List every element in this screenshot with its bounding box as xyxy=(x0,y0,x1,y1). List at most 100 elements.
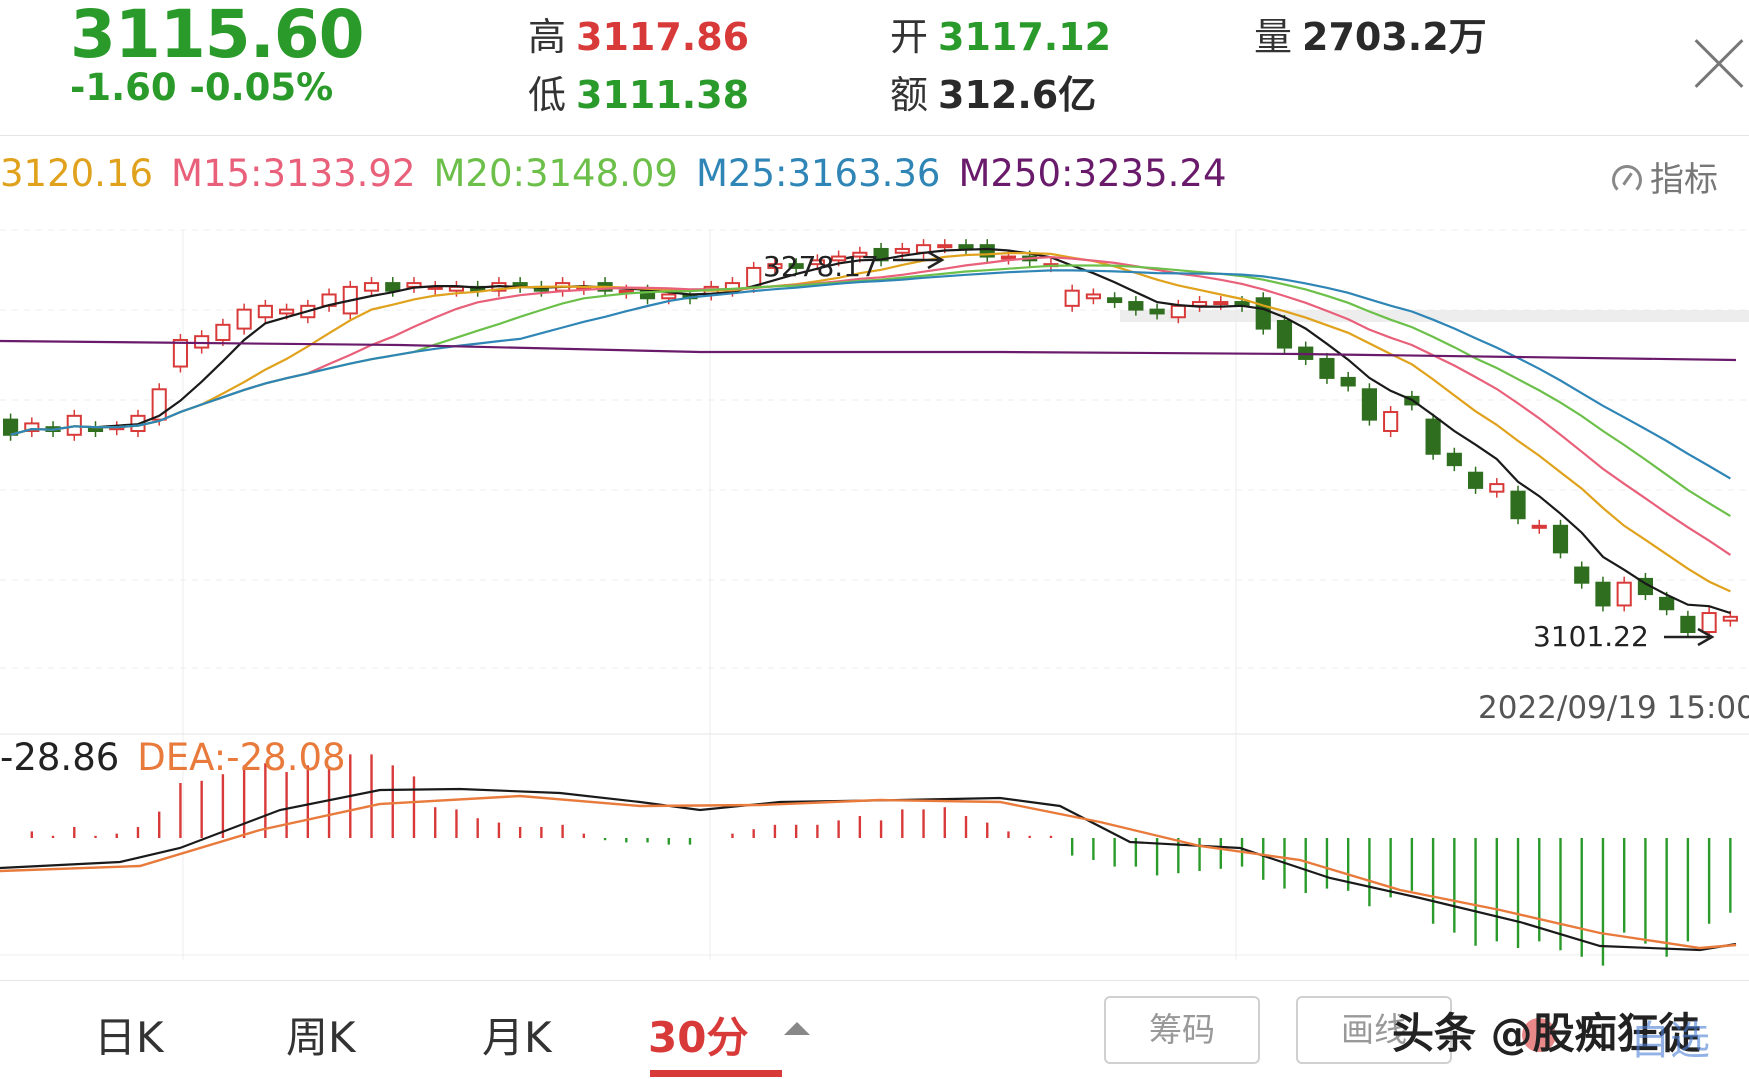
tab-weekly[interactable]: 周K xyxy=(286,1013,356,1062)
arrow-right-icon xyxy=(1664,627,1715,647)
m20-value: M20:3148.09 xyxy=(433,152,678,195)
candle xyxy=(1340,376,1356,387)
candle xyxy=(151,388,167,421)
candle xyxy=(1128,301,1144,311)
divider xyxy=(0,980,1749,981)
candle xyxy=(1510,490,1526,520)
low-value: 3111.38 xyxy=(576,73,750,117)
candlesticks xyxy=(3,239,1738,638)
ma10-value: 3120.16 xyxy=(0,152,154,195)
watermark-dot xyxy=(1522,1018,1556,1052)
high-value: 3117.86 xyxy=(576,15,750,59)
candle xyxy=(852,251,868,258)
amount-stat: 额 312.6亿 xyxy=(890,64,1096,119)
volume-value: 2703.2万 xyxy=(1302,15,1487,59)
candle xyxy=(1531,524,1547,529)
candle xyxy=(767,263,783,269)
chips-button[interactable]: 筹码 xyxy=(1104,996,1260,1064)
macd-legend: -28.86 DEA:-28.08 xyxy=(0,736,346,779)
candle xyxy=(1064,289,1080,307)
tab-monthly[interactable]: 月K xyxy=(482,1013,552,1062)
candle xyxy=(1170,304,1186,319)
candle xyxy=(1552,524,1569,554)
low-mark-label: 3101.22 xyxy=(1533,620,1649,653)
candle xyxy=(385,282,401,292)
candle xyxy=(1595,581,1611,607)
candle xyxy=(1213,301,1229,306)
tab-30min[interactable]: 30分 xyxy=(648,1013,749,1062)
candle xyxy=(3,418,19,436)
candle xyxy=(1574,566,1590,584)
candle xyxy=(894,247,910,254)
draw-line-button[interactable]: 画线 xyxy=(1296,996,1452,1064)
open-value: 3117.12 xyxy=(938,15,1112,59)
candle xyxy=(1000,255,1017,260)
divider xyxy=(0,135,1749,136)
dif-value: -28.86 xyxy=(0,736,120,779)
candle xyxy=(1383,411,1399,433)
high-mark-label: 3278.17 xyxy=(763,250,879,283)
open-label: 开 xyxy=(890,15,929,59)
price-change: -1.60 -0.05% xyxy=(70,66,334,109)
candle xyxy=(958,244,974,250)
m25-value: M25:3163.36 xyxy=(695,152,941,195)
candle xyxy=(937,244,953,249)
candle xyxy=(1446,452,1462,467)
candle xyxy=(1319,357,1335,379)
m250-line xyxy=(0,339,1737,362)
candle xyxy=(1276,320,1293,349)
high-label: 高 xyxy=(528,15,567,59)
m15-line xyxy=(10,255,1732,556)
open-stat: 开 3117.12 xyxy=(890,6,1111,61)
active-tab-indicator xyxy=(650,1070,782,1077)
ma10-line xyxy=(10,252,1731,593)
volume-label: 量 xyxy=(1254,15,1293,59)
candle xyxy=(831,255,847,262)
candle xyxy=(661,293,677,300)
candle xyxy=(236,308,252,330)
indicator-button[interactable]: 指标 xyxy=(1612,152,1718,201)
candle xyxy=(1467,471,1484,489)
candle xyxy=(215,323,231,341)
dea-line xyxy=(0,794,1737,950)
candle xyxy=(1680,615,1696,634)
candle xyxy=(1616,581,1632,607)
candle xyxy=(979,244,995,258)
candle xyxy=(1255,297,1271,330)
indicator-label: 指标 xyxy=(1650,160,1718,200)
candle xyxy=(809,259,825,266)
current-price: 3115.60 xyxy=(70,0,365,73)
low-stat: 低 3111.38 xyxy=(528,64,749,119)
macd-panel xyxy=(0,754,1737,966)
ma-legend: 3120.16 M15:3133.92 M20:3148.09 M25:3163.36… xyxy=(0,152,1244,195)
candle xyxy=(257,304,273,319)
dropdown-triangle-icon[interactable] xyxy=(784,1022,810,1035)
candle xyxy=(363,282,380,292)
tab-daily[interactable]: 日K xyxy=(94,1013,164,1062)
price-band xyxy=(1120,310,1749,322)
low-label: 低 xyxy=(528,73,567,117)
candle xyxy=(172,338,189,368)
m250-value: M250:3235.24 xyxy=(958,152,1227,195)
candle xyxy=(1361,388,1377,421)
volume-stat: 量 2703.2万 xyxy=(1254,6,1487,61)
chart-grid xyxy=(0,229,1749,960)
watchlist-button[interactable]: 自选 xyxy=(1630,1018,1710,1064)
candle xyxy=(24,422,40,433)
ma-lines xyxy=(0,247,1737,615)
high-stat: 高 3117.86 xyxy=(528,6,749,61)
m25-line xyxy=(10,269,1731,480)
candle xyxy=(1085,293,1101,300)
candle xyxy=(788,263,804,269)
chart-datetime: 2022/09/19 15:00 xyxy=(1478,690,1749,726)
arrow-right-icon xyxy=(893,250,945,270)
candle xyxy=(1107,297,1123,304)
ma5-line xyxy=(10,247,1731,615)
watermark: 头条 @股痴狂徒 xyxy=(1392,1009,1701,1058)
amount-label: 额 xyxy=(890,73,929,117)
dea-value: DEA:-28.08 xyxy=(137,736,346,779)
candle xyxy=(1425,418,1441,455)
candle xyxy=(1489,483,1505,493)
m15-value: M15:3133.92 xyxy=(171,152,416,195)
